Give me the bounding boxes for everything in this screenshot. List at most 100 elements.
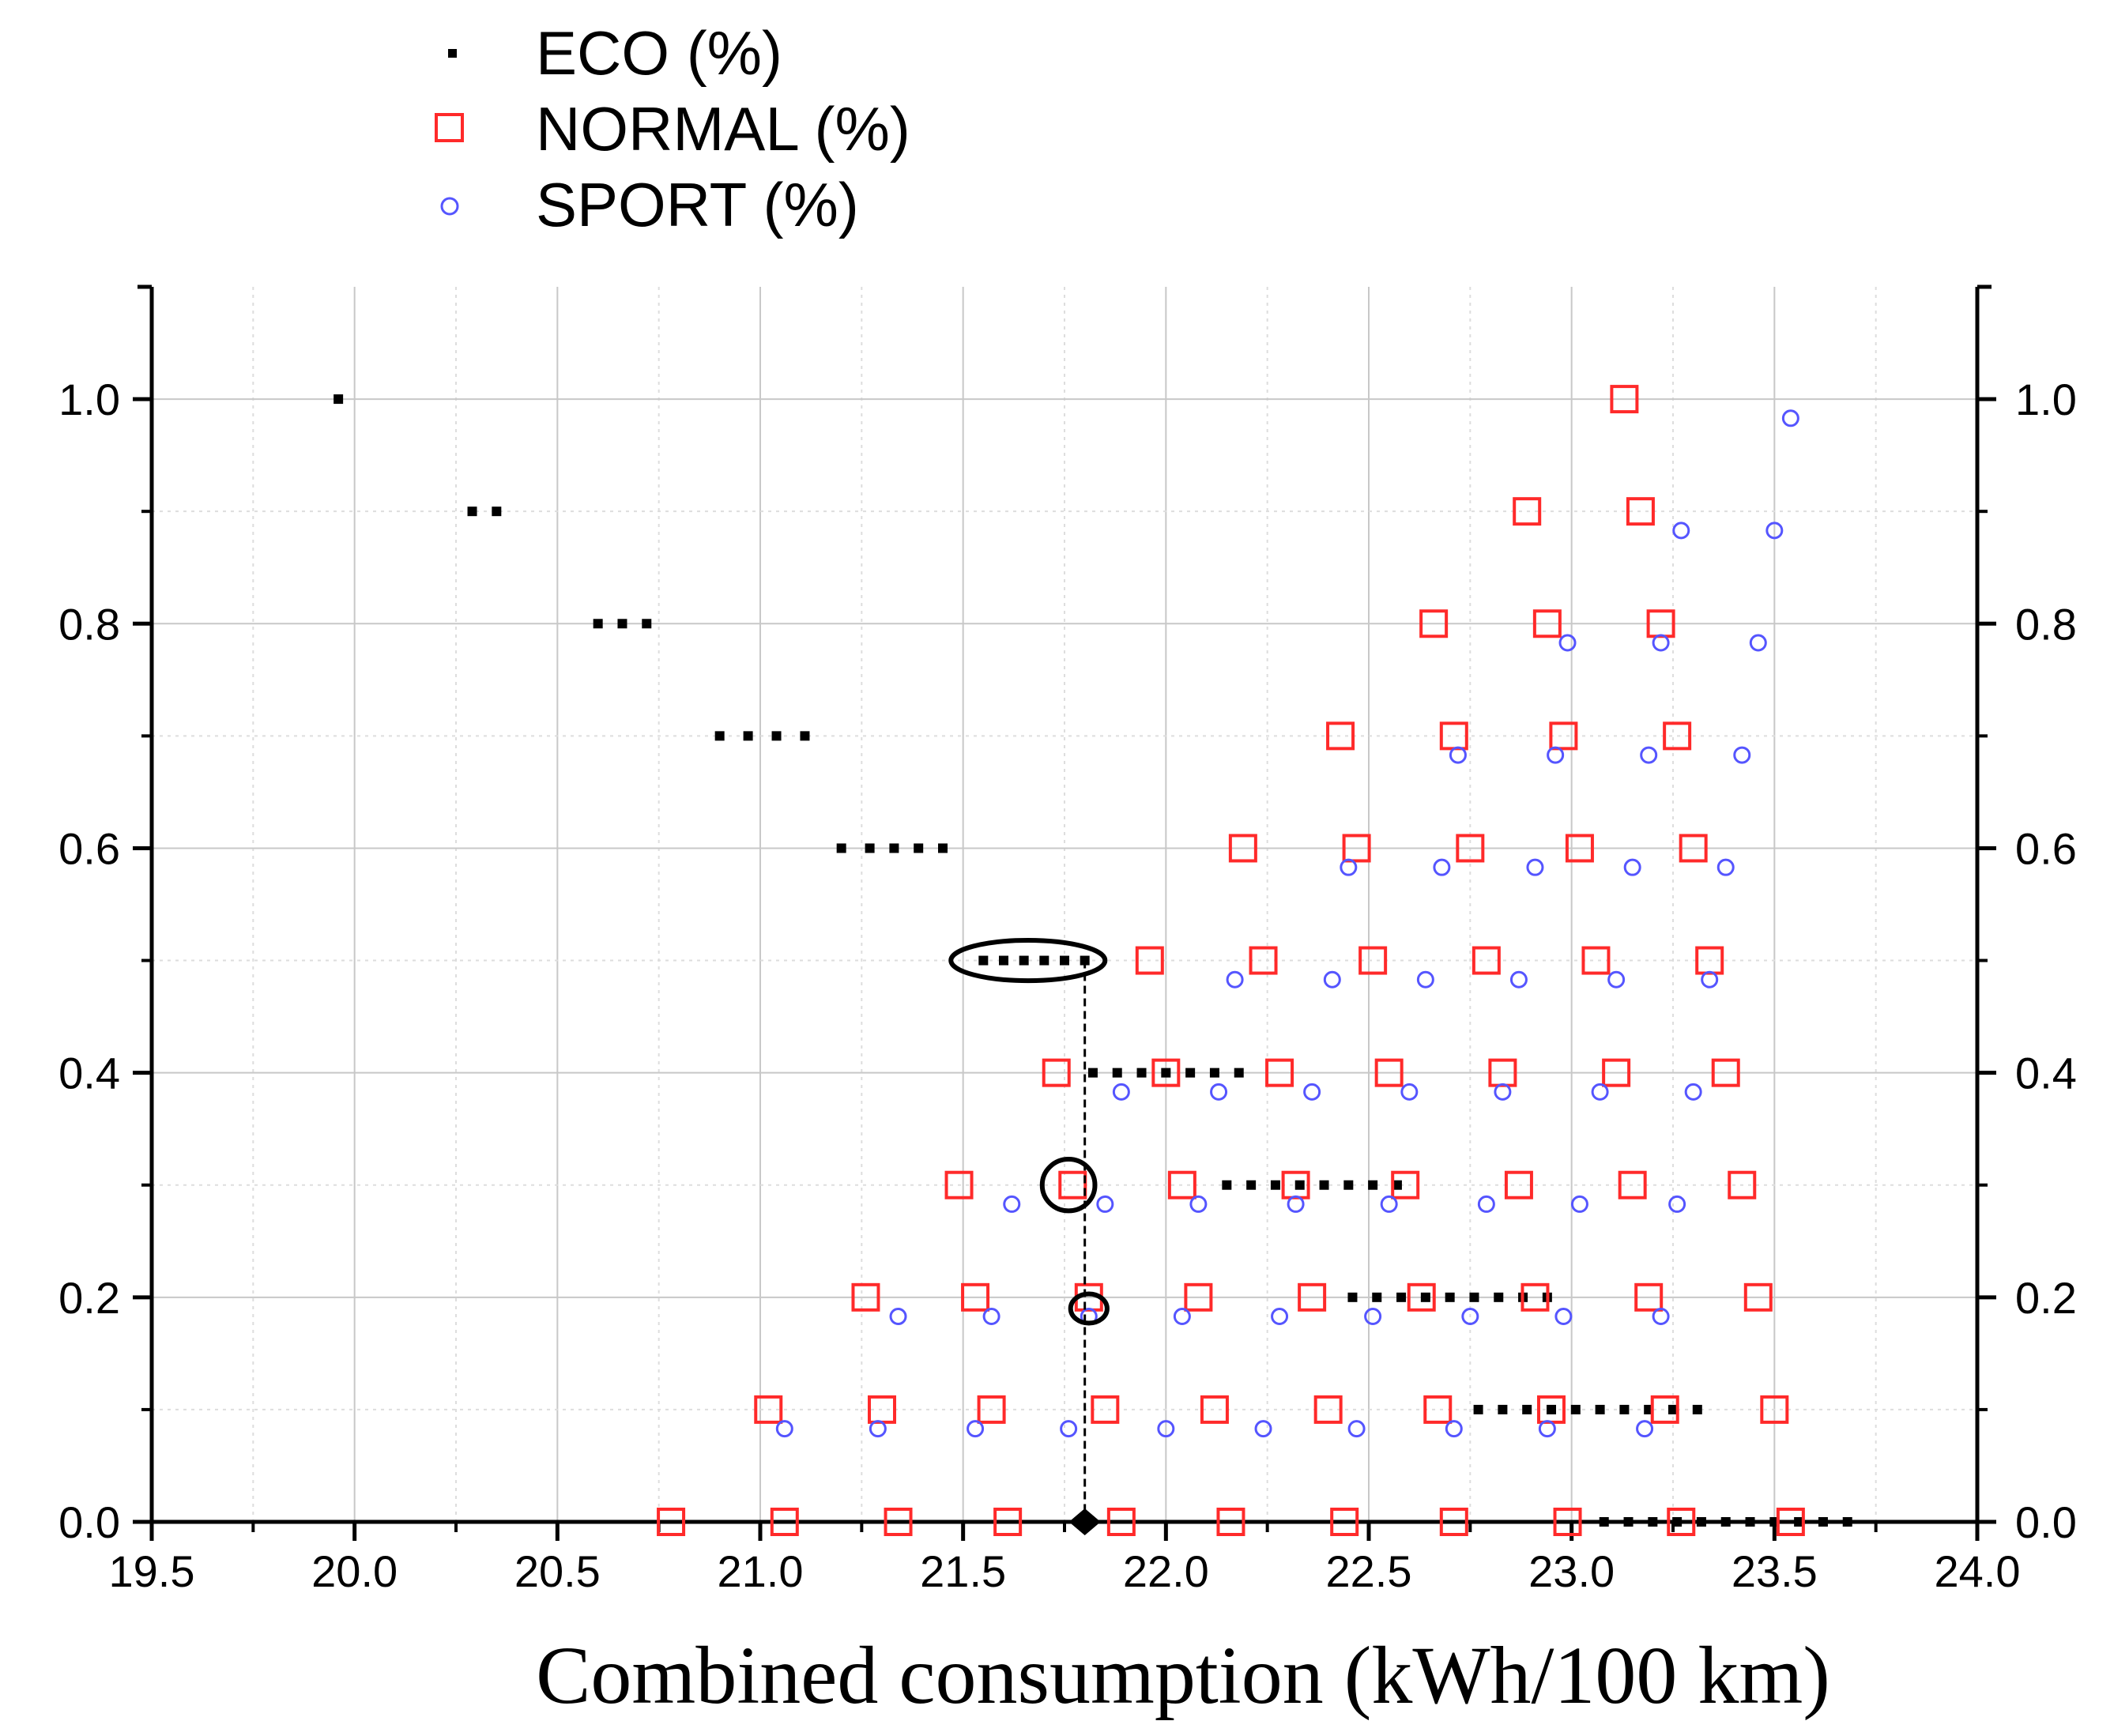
eco-point bbox=[1270, 1180, 1280, 1190]
normal-point bbox=[754, 1395, 783, 1424]
normal-point bbox=[1228, 834, 1257, 863]
normal-point bbox=[1553, 1508, 1582, 1536]
sport-point bbox=[1652, 1308, 1670, 1326]
eco-point bbox=[1347, 1292, 1358, 1302]
sport-point bbox=[1526, 858, 1544, 876]
eco-point bbox=[1060, 955, 1069, 966]
legend: ECO (%) NORMAL (%) SPORT (%) bbox=[435, 18, 910, 239]
sport-point bbox=[1570, 1195, 1588, 1213]
annotation-ellipse-2 bbox=[1068, 1291, 1110, 1326]
y-tick-label-right-5: 1.0 bbox=[2015, 375, 2077, 424]
sport-point bbox=[1189, 1195, 1208, 1213]
legend-sport-marker bbox=[440, 197, 459, 216]
sport-point bbox=[775, 1420, 793, 1438]
sport-point bbox=[889, 1308, 907, 1326]
eco-point bbox=[999, 955, 1008, 966]
x-tick-label-0: 19.5 bbox=[109, 1546, 195, 1596]
sport-point bbox=[1607, 970, 1626, 989]
eco-point bbox=[1547, 1404, 1556, 1414]
eco-point bbox=[1368, 1180, 1378, 1190]
normal-point bbox=[1626, 497, 1655, 526]
normal-point bbox=[1581, 946, 1611, 975]
normal-point bbox=[1374, 1058, 1404, 1087]
normal-point bbox=[1663, 721, 1692, 751]
normal-point bbox=[1423, 1395, 1453, 1424]
eco-point bbox=[1619, 1404, 1630, 1414]
normal-point bbox=[1091, 1395, 1120, 1424]
sport-point bbox=[1380, 1195, 1398, 1213]
normal-point bbox=[1532, 609, 1562, 638]
eco-point bbox=[1570, 1404, 1581, 1414]
eco-point bbox=[1112, 1068, 1122, 1078]
sport-point bbox=[1445, 1420, 1463, 1438]
sport-point bbox=[1765, 522, 1784, 540]
eco-point bbox=[1692, 1404, 1702, 1414]
normal-point bbox=[1760, 1395, 1789, 1424]
normal-point bbox=[1610, 385, 1639, 414]
normal-point bbox=[1135, 946, 1164, 975]
sport-point bbox=[1303, 1083, 1321, 1101]
y-tick-label-left-5: 1.0 bbox=[58, 375, 120, 424]
sport-point bbox=[1287, 1195, 1305, 1213]
eco-point bbox=[1842, 1517, 1852, 1527]
eco-point bbox=[1818, 1517, 1828, 1527]
x-axis-title: Combined consumption (kWh/100 km) bbox=[536, 1630, 1830, 1721]
eco-point bbox=[1522, 1404, 1532, 1414]
eco-point bbox=[492, 506, 502, 517]
normal-point bbox=[1520, 1282, 1550, 1312]
sport-point bbox=[1226, 970, 1244, 989]
normal-point bbox=[944, 1170, 974, 1199]
normal-point bbox=[1407, 1282, 1436, 1312]
series bbox=[333, 385, 1852, 1536]
normal-point bbox=[1728, 1170, 1757, 1199]
y-tick-label-right-1: 0.2 bbox=[2015, 1273, 2077, 1323]
series-1 bbox=[657, 385, 1805, 1536]
normal-point bbox=[1184, 1282, 1213, 1312]
sport-point bbox=[1060, 1420, 1078, 1438]
normal-point bbox=[1216, 1508, 1245, 1536]
sport-point bbox=[1271, 1308, 1289, 1326]
normal-point bbox=[1298, 1282, 1327, 1312]
sport-point bbox=[1210, 1083, 1228, 1101]
eco-point bbox=[1623, 1517, 1634, 1527]
sport-point bbox=[1640, 746, 1658, 764]
eco-point bbox=[1343, 1180, 1354, 1190]
x-tick-label-7: 23.0 bbox=[1528, 1546, 1615, 1596]
eco-point bbox=[914, 843, 924, 853]
sport-point bbox=[1461, 1308, 1479, 1326]
sport-point bbox=[1636, 1420, 1654, 1438]
x-tick-label-1: 20.0 bbox=[311, 1546, 398, 1596]
normal-point bbox=[1711, 1058, 1740, 1087]
sport-point bbox=[1781, 409, 1799, 427]
eco-point bbox=[836, 843, 846, 853]
y-tick-label-right-3: 0.6 bbox=[2015, 823, 2077, 873]
normal-point bbox=[1679, 834, 1708, 863]
sport-point bbox=[869, 1420, 887, 1438]
sport-point bbox=[1591, 1083, 1609, 1101]
eco-point bbox=[1469, 1292, 1479, 1302]
sport-point bbox=[1716, 858, 1735, 876]
eco-point bbox=[617, 619, 627, 629]
sport-point bbox=[1509, 970, 1528, 989]
eco-point bbox=[1319, 1180, 1329, 1190]
eco-point bbox=[1420, 1292, 1430, 1302]
normal-point bbox=[1565, 834, 1594, 863]
normal-point bbox=[884, 1508, 913, 1536]
normal-point bbox=[1776, 1508, 1805, 1536]
eco-point bbox=[1494, 1292, 1504, 1302]
eco-point bbox=[1794, 1517, 1804, 1527]
normal-point bbox=[1549, 721, 1578, 751]
y-tick-label-left-4: 0.8 bbox=[58, 599, 120, 649]
eco-point bbox=[1209, 1068, 1219, 1078]
sport-point bbox=[1668, 1195, 1686, 1213]
ticks: 19.5 20.0 20.5 21.0 21.5 22.0 22.5 23.0 23.5 24.0… bbox=[58, 375, 2077, 1596]
eco-point bbox=[1668, 1404, 1678, 1414]
eco-point bbox=[1372, 1292, 1382, 1302]
normal-point bbox=[1419, 609, 1449, 638]
normal-point bbox=[1151, 1058, 1181, 1087]
sport-point bbox=[1623, 858, 1641, 876]
y-tick-label-right-4: 0.8 bbox=[2015, 599, 2077, 649]
sport-point bbox=[1477, 1195, 1495, 1213]
y-tick-label-right-2: 0.4 bbox=[2015, 1049, 2077, 1098]
